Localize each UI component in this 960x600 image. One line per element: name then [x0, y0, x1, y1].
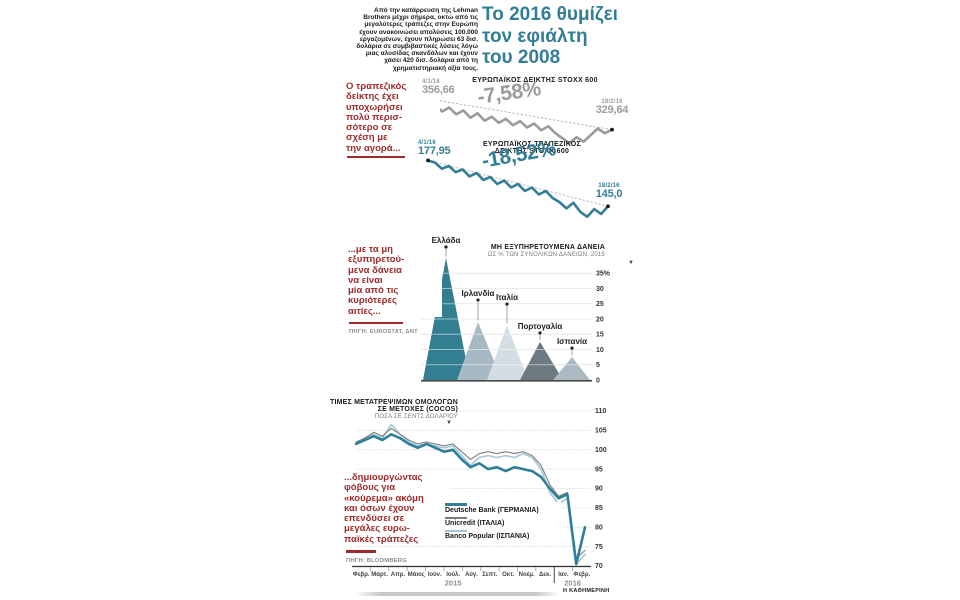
- chart2-start-value: 177,95: [418, 145, 451, 157]
- chart1-end-value: 329,64: [595, 104, 629, 116]
- legend-swatch-deutsche-bank: [445, 503, 467, 506]
- legend-label-unicredit: Unicredit (ΙΤΑΛΙΑ): [445, 519, 505, 527]
- chart4-down-arrow-marker: ▼: [446, 420, 452, 426]
- chart1-end-label: 18/2/16 329,64: [587, 99, 637, 116]
- svg-text:Φεβρ.: Φεβρ.: [573, 572, 590, 578]
- svg-text:Αύγ.: Αύγ.: [465, 572, 478, 578]
- chart2-start-label: 4/1/16 177,95: [418, 140, 451, 157]
- svg-text:0: 0: [596, 377, 600, 384]
- chart4-title: ΤΙΜΕΣ ΜΕΤΑΤΡΕΨΙΜΩΝ ΟΜΟΛΟΓΩΝ ΣΕ ΜΕΤΟΧΕΣ (…: [330, 399, 458, 413]
- svg-text:20: 20: [596, 316, 604, 323]
- svg-text:Ιρλανδία: Ιρλανδία: [462, 289, 495, 298]
- chart2-title: ΕΥΡΩΠΑΪΚΟΣ ΤΡΑΠΕΖΙΚΟΣ ΔΕΙΚΤΗΣ STOXX 600: [482, 141, 582, 155]
- red-divider-1: [347, 156, 405, 158]
- svg-text:Ιταλία: Ιταλία: [496, 293, 518, 302]
- chart4-title-block: ΤΙΜΕΣ ΜΕΤΑΤΡΕΨΙΜΩΝ ΟΜΟΛΟΓΩΝ ΣΕ ΜΕΤΟΧΕΣ (…: [329, 399, 458, 420]
- svg-text:110: 110: [595, 408, 606, 415]
- chart1-start-value: 356,66: [422, 84, 455, 96]
- chart3-title-block: ΜΗ ΕΞΥΠΗΡΕΤΟΥΜΕΝΑ ΔΑΝΕΙΑ ΩΣ % ΤΩΝ ΣΥΝΟΛΙ…: [455, 244, 605, 258]
- svg-text:25: 25: [596, 301, 604, 308]
- chart1-start-label: 4/1/16 356,66: [422, 79, 455, 96]
- source-eurostat: ΠΗΓΗ: EUROSTAT, ΔΝΤ: [349, 329, 418, 335]
- svg-text:Σεπτ.: Σεπτ.: [482, 572, 498, 578]
- legend-label-deutsche-bank: Deutsche Bank (ΓΕΡΜΑΝΙΑ): [445, 507, 539, 514]
- svg-text:15: 15: [596, 332, 604, 339]
- legend-swatch-unicredit: [445, 517, 467, 519]
- chart2-start-date: 4/1/16: [418, 140, 436, 146]
- svg-text:Πορτογαλία: Πορτογαλία: [518, 322, 563, 331]
- svg-text:Ιαν.: Ιαν.: [558, 572, 569, 578]
- svg-text:Ελλάδα: Ελλάδα: [432, 236, 461, 245]
- page-title: Το 2016 θυμίζει τον εφιάλτη του 2008: [482, 4, 618, 68]
- intro-paragraph: Από την κατάρρευση της Lehman Brothers μ…: [356, 7, 478, 72]
- chart2-end-value: 145,0: [595, 188, 623, 200]
- svg-text:Ιούλ.: Ιούλ.: [446, 572, 460, 578]
- svg-text:Οκτ.: Οκτ.: [502, 572, 515, 578]
- svg-text:90: 90: [595, 486, 603, 493]
- svg-text:5: 5: [596, 362, 600, 369]
- red-divider-3: [346, 550, 376, 553]
- red-divider-2: [349, 322, 403, 324]
- chart3-title: ΜΗ ΕΞΥΠΗΡΕΤΟΥΜΕΝΑ ΔΑΝΕΙΑ: [490, 244, 605, 251]
- svg-text:Ισπανία: Ισπανία: [557, 337, 587, 346]
- svg-text:100: 100: [595, 447, 607, 454]
- svg-text:70: 70: [595, 563, 603, 570]
- note-npl: ...με τα μη εξυπηρετού- μενα δάνεια να ε…: [348, 244, 442, 318]
- chart1-end-date: 18/2/16: [601, 99, 623, 105]
- legend-label-banco-popular: Banco Popular (ΙΣΠΑΝΙΑ): [445, 533, 530, 540]
- chart2-down-arrow-marker: ▼: [506, 158, 512, 164]
- svg-text:35%: 35%: [596, 271, 611, 278]
- svg-text:2015: 2015: [445, 579, 462, 588]
- legend-swatch-banco-popular: [445, 529, 467, 532]
- svg-text:Απρ.: Απρ.: [391, 572, 406, 578]
- svg-text:10: 10: [596, 347, 604, 354]
- chart4-legend: Deutsche Bank (ΓΕΡΜΑΝΙΑ) Unicredit (ΙΤΑΛ…: [443, 502, 561, 545]
- chart1-title: ΕΥΡΩΠΑΪΚΟΣ ΔΕΙΚΤΗΣ STOXX 600: [472, 77, 598, 84]
- svg-text:Ιούν.: Ιούν.: [428, 572, 442, 578]
- publisher-credit: Η ΚΑΘΗΜΕΡΙΝΗ: [563, 588, 610, 594]
- svg-text:Φεβρ.: Φεβρ.: [353, 572, 370, 578]
- svg-text:30: 30: [596, 286, 604, 293]
- svg-text:80: 80: [595, 524, 603, 531]
- chart1-start-date: 4/1/16: [422, 79, 440, 85]
- svg-text:95: 95: [595, 466, 603, 473]
- chart3-down-arrow-marker: ▼: [628, 260, 634, 266]
- svg-text:Μάρτ.: Μάρτ.: [371, 572, 388, 578]
- chart2-end-date: 18/2/16: [598, 183, 620, 189]
- svg-text:105: 105: [595, 428, 607, 435]
- chart1-down-arrow-marker: ▼: [504, 85, 510, 91]
- note-haircut-fears: ...δημιουργώντας φόβους για «κούρεμα» ακ…: [344, 472, 450, 546]
- svg-text:75: 75: [595, 544, 603, 551]
- chart2-end-label: 18/2/16 145,0: [584, 183, 634, 200]
- svg-text:Νοέμ.: Νοέμ.: [519, 572, 535, 578]
- note-banking-index: Ο τραπεζικός δείκτης έχει υποχωρήσει πολ…: [346, 81, 440, 155]
- footer-bar: [355, 592, 560, 596]
- svg-text:85: 85: [595, 505, 603, 512]
- chart3-subtitle: ΩΣ % ΤΩΝ ΣΥΝΟΛΙΚΩΝ ΔΑΝΕΙΩΝ, 2015: [487, 252, 605, 258]
- source-bloomberg: ΠΗΓΗ: BLOOMBERG: [346, 558, 407, 564]
- svg-text:Μάιος: Μάιος: [408, 572, 425, 578]
- chart4-subtitle: ΠΟΣΑ ΣΕ ΣΕΝΤΣ ΔΟΛΑΡΙΟΥ: [374, 414, 458, 420]
- svg-text:2016: 2016: [564, 579, 581, 588]
- svg-text:Δεκ.: Δεκ.: [539, 572, 552, 578]
